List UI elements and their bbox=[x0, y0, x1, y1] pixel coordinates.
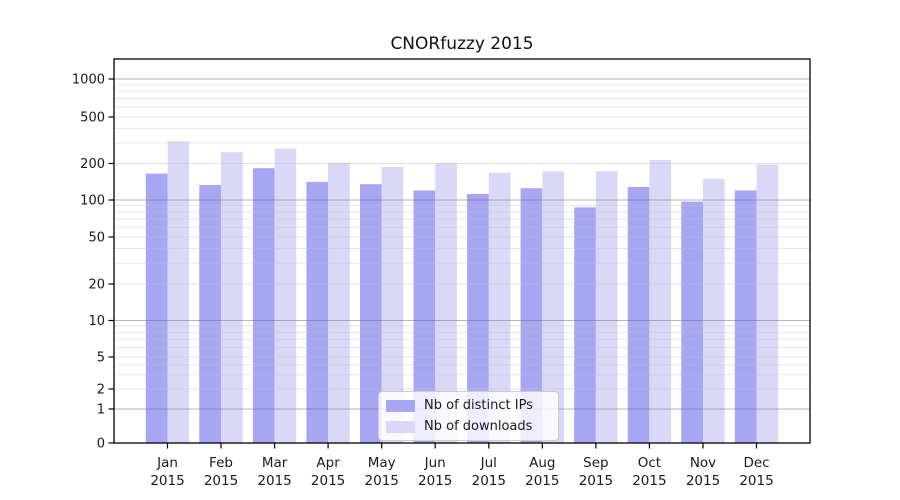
y-tick-label-1000: 1000 bbox=[72, 73, 105, 88]
bar-nb-of-distinct-ips-apr bbox=[306, 181, 329, 443]
bar-nb-of-downloads-sep bbox=[595, 171, 618, 443]
x-tick-label-year-may: 2015 bbox=[365, 473, 399, 489]
bar-nb-of-distinct-ips-may bbox=[360, 184, 382, 443]
bar-nb-of-distinct-ips-nov bbox=[681, 201, 703, 443]
y-tick-label-50: 50 bbox=[88, 231, 105, 246]
bar-nb-of-downloads-jun bbox=[435, 163, 457, 443]
x-tick-label-month-jan: Jan bbox=[156, 455, 178, 471]
legend-swatch-downloads bbox=[386, 420, 415, 433]
axes-frame bbox=[108, 58, 811, 449]
x-tick-label-month-nov: Nov bbox=[690, 455, 716, 471]
x-tick-label-year-jan: 2015 bbox=[150, 473, 184, 489]
bar-nb-of-distinct-ips-dec bbox=[734, 190, 757, 443]
bar-nb-of-distinct-ips-mar bbox=[252, 168, 275, 443]
y-tick-label-5: 5 bbox=[97, 351, 105, 366]
bar-nb-of-distinct-ips-sep bbox=[574, 207, 596, 443]
x-tick-label-year-feb: 2015 bbox=[204, 473, 238, 489]
bar-nb-of-distinct-ips-aug bbox=[520, 188, 543, 443]
x-tick-label-month-may: May bbox=[368, 455, 396, 471]
chart-title: CNORfuzzy 2015 bbox=[390, 34, 534, 54]
x-tick-label-year-sep: 2015 bbox=[579, 473, 613, 489]
tick-labels-layer: 0 1 2 5 10 20 50 100 200 500 1000 Jan 2015 Feb 2015 Mar… bbox=[72, 73, 774, 490]
bar-nb-of-downloads-nov bbox=[703, 179, 725, 443]
legend-label-distinct-ips: Nb of distinct IPs bbox=[424, 398, 533, 413]
bar-nb-of-distinct-ips-feb bbox=[199, 185, 221, 443]
x-tick-label-month-sep: Sep bbox=[583, 455, 608, 471]
x-tick-label-month-apr: Apr bbox=[316, 455, 340, 471]
bar-nb-of-downloads-may bbox=[381, 167, 404, 443]
y-tick-label-10: 10 bbox=[88, 314, 105, 329]
x-tick-label-month-dec: Dec bbox=[743, 455, 769, 471]
legend-item-distinct-ips: Nb of distinct IPs bbox=[386, 397, 550, 414]
bar-nb-of-distinct-ips-jun bbox=[413, 190, 436, 443]
bar-nb-of-distinct-ips-jan bbox=[145, 173, 168, 443]
y-tick-label-500: 500 bbox=[80, 111, 105, 126]
x-tick-label-year-nov: 2015 bbox=[686, 473, 720, 489]
y-tick-label-0: 0 bbox=[97, 437, 105, 452]
bars-layer bbox=[145, 141, 779, 444]
y-tick-label-1: 1 bbox=[97, 403, 105, 418]
bar-nb-of-downloads-jul bbox=[488, 172, 511, 443]
x-tick-label-year-apr: 2015 bbox=[311, 473, 345, 489]
x-tick-label-year-jul: 2015 bbox=[472, 473, 506, 489]
bar-nb-of-downloads-feb bbox=[221, 152, 243, 443]
legend-swatch-distinct-ips bbox=[386, 399, 415, 412]
bar-nb-of-downloads-aug bbox=[542, 171, 564, 443]
y-tick-label-200: 200 bbox=[80, 157, 105, 172]
y-tick-label-100: 100 bbox=[80, 194, 105, 209]
x-tick-label-month-oct: Oct bbox=[638, 455, 661, 471]
x-tick-label-month-aug: Aug bbox=[529, 455, 555, 471]
bar-nb-of-downloads-apr bbox=[328, 163, 350, 443]
legend-label-downloads: Nb of downloads bbox=[424, 419, 533, 434]
x-tick-label-month-jun: Jun bbox=[424, 455, 446, 471]
bar-nb-of-downloads-jan bbox=[167, 141, 190, 444]
x-tick-label-year-aug: 2015 bbox=[525, 473, 559, 489]
bar-nb-of-downloads-dec bbox=[756, 164, 779, 443]
legend: Nb of distinct IPs Nb of downloads bbox=[378, 391, 559, 441]
bar-nb-of-distinct-ips-oct bbox=[627, 187, 650, 443]
bar-nb-of-downloads-mar bbox=[274, 148, 297, 443]
legend-item-downloads: Nb of downloads bbox=[386, 418, 550, 435]
plot-border bbox=[113, 58, 811, 444]
y-tick-label-2: 2 bbox=[97, 383, 105, 398]
bar-nb-of-distinct-ips-jul bbox=[467, 194, 489, 443]
x-tick-label-month-feb: Feb bbox=[209, 455, 233, 471]
y-tick-label-20: 20 bbox=[88, 278, 105, 293]
x-tick-label-month-jul: Jul bbox=[480, 455, 497, 471]
bar-nb-of-downloads-oct bbox=[649, 160, 672, 443]
x-tick-label-year-jun: 2015 bbox=[418, 473, 452, 489]
x-tick-label-month-mar: Mar bbox=[262, 455, 288, 471]
x-tick-label-year-oct: 2015 bbox=[632, 473, 666, 489]
x-tick-label-year-dec: 2015 bbox=[739, 473, 773, 489]
x-tick-label-year-mar: 2015 bbox=[257, 473, 291, 489]
gridlines-layer bbox=[114, 78, 810, 410]
